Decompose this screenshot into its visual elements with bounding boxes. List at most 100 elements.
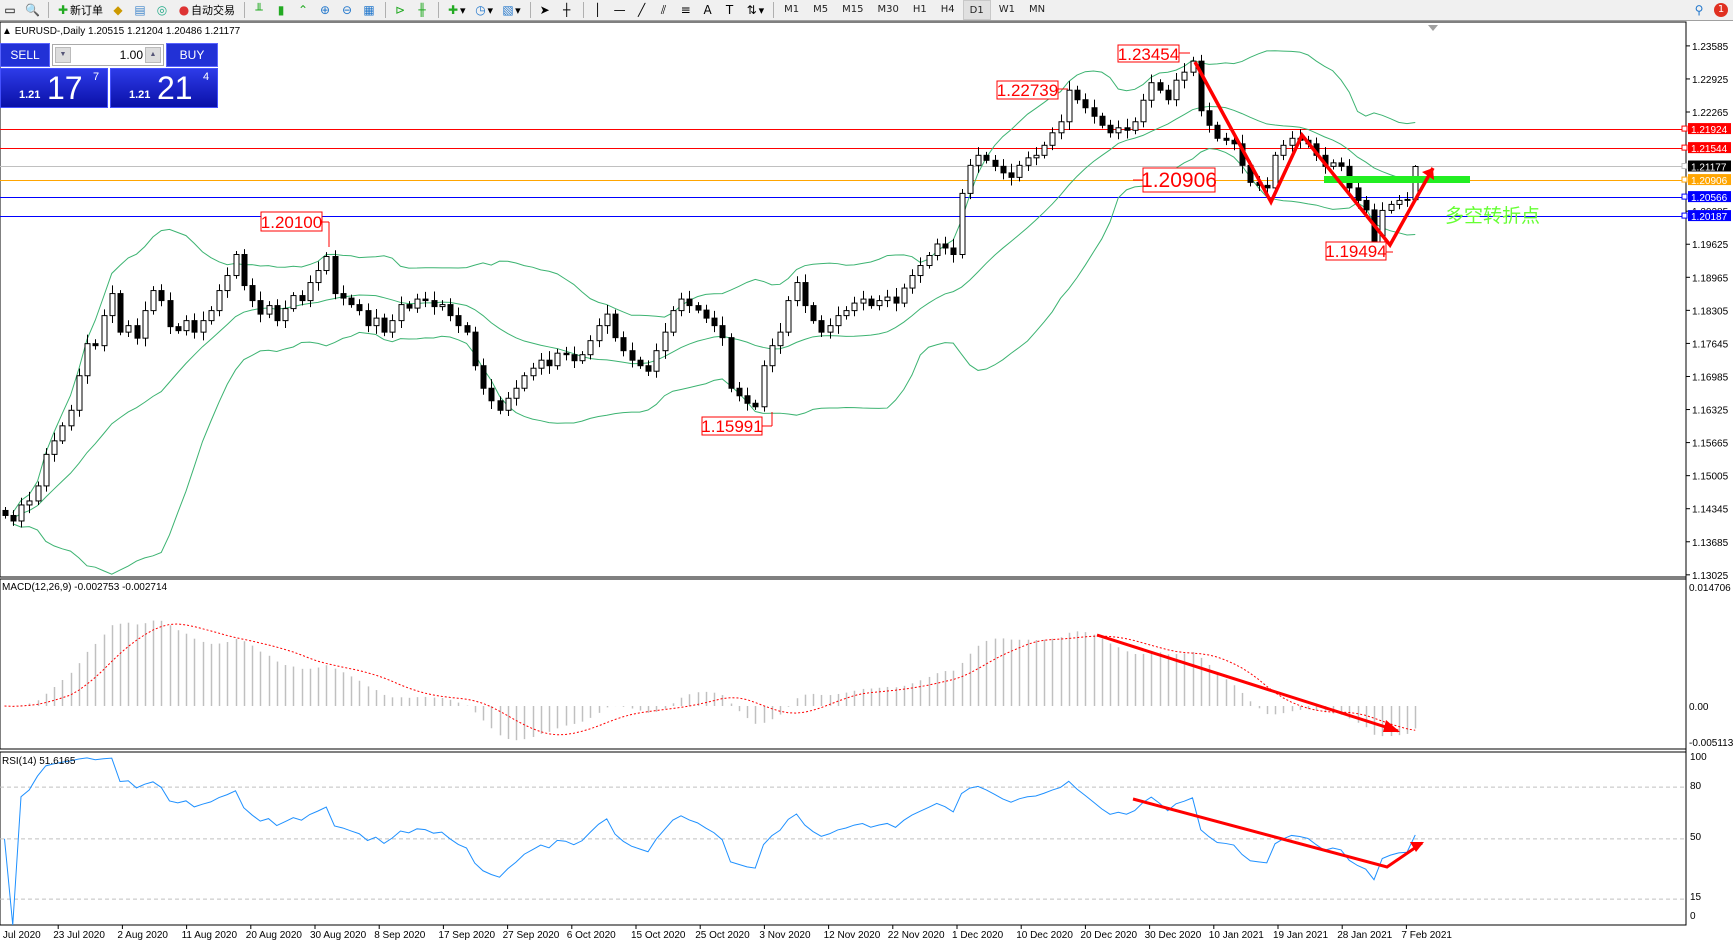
text-icon: A [703,3,712,17]
strategy-folder-button[interactable]: ◆ [108,1,128,19]
text-button[interactable]: A [698,1,718,19]
candle-body [950,247,957,256]
level-line-handle[interactable] [1681,144,1688,151]
chart-window-button[interactable]: ▭ [0,1,20,19]
periods-button[interactable]: ◷ ▾ [475,3,494,17]
templates-button[interactable]: ▧ ▾ [502,3,521,17]
candle [1223,132,1230,146]
toolbar-divider [438,2,439,18]
turning-point-line[interactable] [1324,176,1470,183]
signal-button[interactable]: ◎ [152,1,172,19]
timeframe-m15[interactable]: M15 [842,3,864,15]
candle-body [1198,60,1205,112]
candle [934,238,941,261]
candle [917,257,924,283]
sell-price-box[interactable]: 1.21 17 7 [0,68,108,108]
candle-body [884,296,891,302]
candle-body [101,315,108,347]
crosshair-button[interactable]: ┼ [557,1,577,19]
buy-price-pip: 4 [203,71,210,83]
candle-body [711,317,718,327]
horizontal-line-button[interactable]: — [610,1,630,19]
time-axis-label: 3 Nov 2020 [759,930,811,941]
navigator-button[interactable]: ▤ [130,1,150,19]
line-chart-button[interactable]: ⌃ [293,1,313,19]
candle-body [340,293,347,299]
candle [785,296,792,337]
candle [719,316,726,346]
zoom-out-button[interactable]: ⊖ [337,1,357,19]
candle-body [2,509,9,516]
level-line-handle[interactable] [1681,193,1688,200]
zoom-chart-button[interactable]: 🔍 [22,1,42,19]
candle [241,249,248,291]
arrows-button[interactable]: ⇅ ▾ [746,3,765,17]
chart-title-text: EURUSD-,Daily 1.20515 1.21204 1.20486 1.… [14,26,241,37]
timeframe-d1[interactable]: D1 [962,0,991,20]
notifications-button[interactable]: 1 [1711,1,1731,19]
bar-chart-button[interactable]: ╨ [249,1,269,19]
buy-price-box[interactable]: 1.21 21 4 [110,68,218,108]
timeframe-h1[interactable]: H1 [912,3,927,15]
candle [307,275,314,308]
timeframe-mn[interactable]: MN [1028,3,1046,15]
price-label-text: 1.20100 [261,213,322,232]
timeframe-m30[interactable]: M30 [877,3,899,15]
candle-body [604,313,611,327]
fibonacci-button[interactable]: ≡ [676,1,696,19]
level-line-handle[interactable] [1681,212,1688,219]
price-label-text: 1.23454 [1118,45,1179,64]
candle [142,301,149,347]
timeframe-h4[interactable]: H4 [940,3,955,15]
indicators-button[interactable]: ✚ ▾ [447,3,466,17]
time-axis-label: 12 Nov 2020 [824,930,881,941]
lot-increase-button[interactable]: ▲ [145,47,161,63]
timeframe-w1[interactable]: W1 [998,3,1015,15]
cursor-button[interactable]: ➤ [535,1,555,19]
candle-body [142,310,149,339]
trendline-button[interactable]: ╱ [632,1,652,19]
candle-body [497,400,504,411]
candlestick-button[interactable]: ▮ [271,1,291,19]
search-button[interactable]: ⚲ [1689,1,1709,19]
timeframe-m5[interactable]: M5 [813,3,829,15]
price-axis-label: 1.14345 [1692,505,1729,516]
time-axis-label: 1 Dec 2020 [952,930,1004,941]
new-order-button[interactable]: ✚ 新订单 [53,1,106,19]
lot-size-input[interactable]: ▼ 1.00 ▲ [52,44,164,66]
candle-body [1058,121,1065,134]
candle [571,346,578,369]
rsi-axis-label: 100 [1690,752,1707,763]
zoom-in-button[interactable]: ⊕ [315,1,335,19]
macd-divergence-arrow[interactable] [1096,633,1399,733]
level-line-handle[interactable] [1681,162,1688,169]
tile-windows-button[interactable]: ▦ [359,1,379,19]
candle [1041,141,1048,159]
candle-body [241,254,248,287]
candle [455,307,462,333]
candle [1396,195,1403,210]
sell-button[interactable]: SELL [0,43,50,67]
level-line-handle[interactable] [1681,125,1688,132]
equidistant-channel-button[interactable]: ⫽ [654,1,674,19]
candle [909,269,916,294]
buy-button[interactable]: BUY [166,43,218,67]
auto-scroll-button[interactable]: ⊳ [390,1,410,19]
timeframe-m1[interactable]: M1 [784,3,800,15]
candle [43,448,50,492]
vertical-line-button[interactable]: │ [588,1,608,19]
chart-shift-marker-icon[interactable] [1428,25,1438,31]
wave-arrow-price[interactable] [1193,61,1435,249]
auto-trading-button[interactable]: ● 自动交易 [174,1,238,19]
candle-body [472,331,479,367]
level-line-handle[interactable] [1681,176,1688,183]
rsi-divergence-arrow[interactable] [1132,797,1423,869]
candle-body [191,320,198,333]
price-axis-label: 1.16985 [1692,372,1729,383]
text-label-button[interactable]: T [720,1,740,19]
candle [967,159,974,200]
chart-shift-button[interactable]: ╫ [412,1,432,19]
candle-body [406,304,413,309]
lot-decrease-button[interactable]: ▼ [55,47,71,63]
